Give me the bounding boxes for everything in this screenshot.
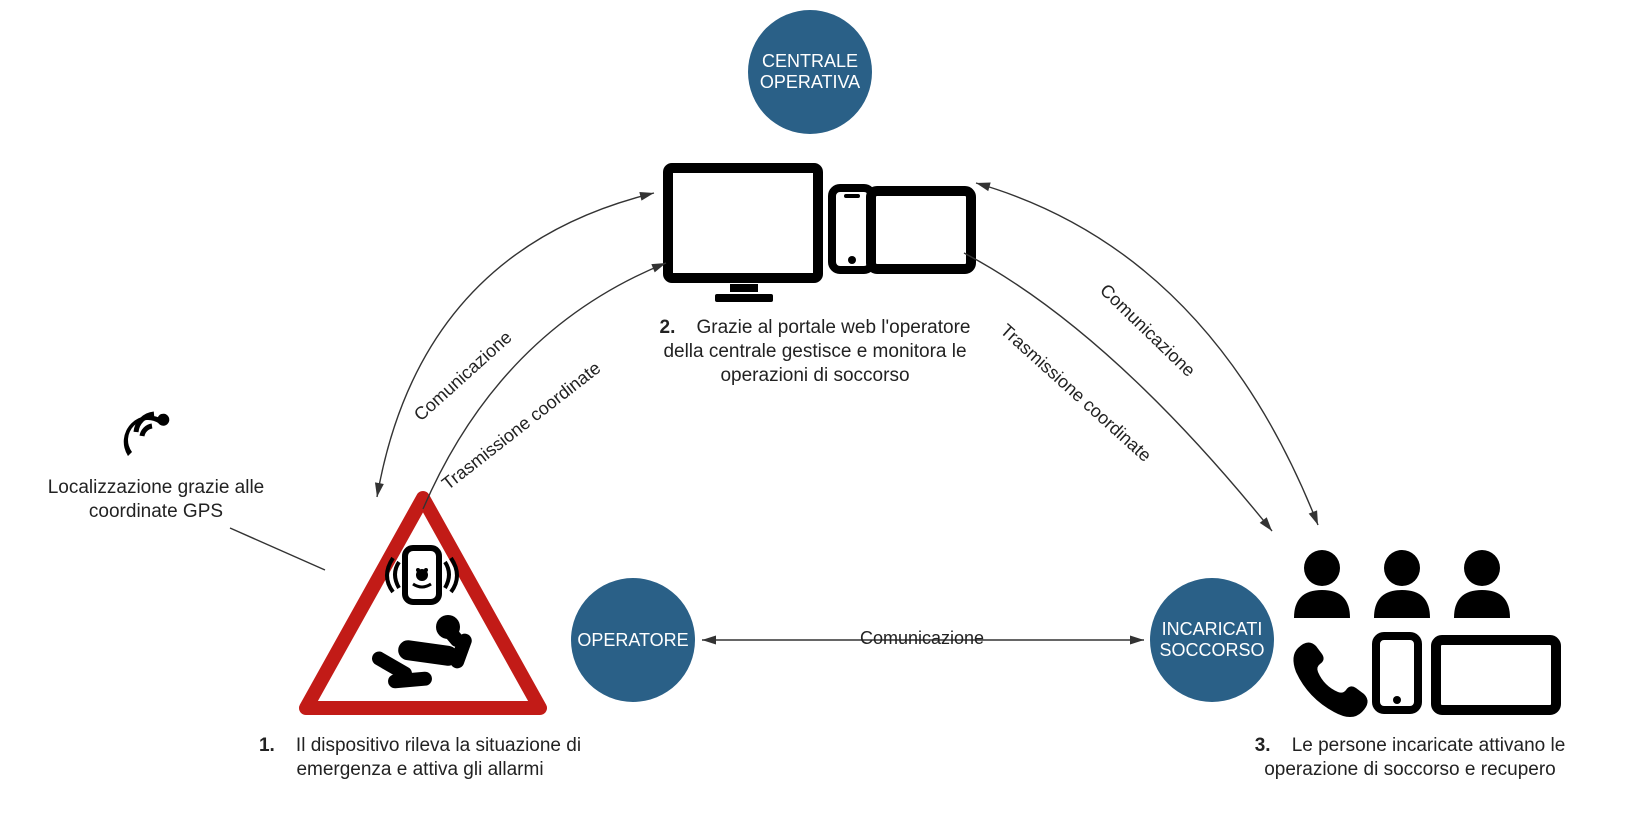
diagram-stage: CENTRALEOPERATIVA OPERATORE INCARICATISO… [0, 0, 1629, 814]
caption-step2-num: 2. [660, 317, 676, 338]
caption-step1: 1. Il dispositivo rileva la situazione d… [210, 734, 630, 782]
caption-gps-text: Localizzazione grazie allecoordinate GPS [48, 477, 265, 522]
caption-step1-num: 1. [259, 735, 275, 756]
caption-step3-text: Le persone incaricate attivano leoperazi… [1264, 735, 1565, 780]
caption-step1-text: Il dispositivo rileva la situazione diem… [296, 735, 581, 780]
arrows-layer [0, 0, 1629, 814]
edge-label-bottom: Comunicazione [860, 628, 984, 649]
caption-step2: 2. Grazie al portale web l'operatoredell… [635, 316, 995, 387]
caption-step3-num: 3. [1255, 735, 1271, 756]
caption-gps: Localizzazione grazie allecoordinate GPS [16, 476, 296, 524]
caption-step2-text: Grazie al portale web l'operatoredella c… [663, 317, 970, 386]
caption-step3: 3. Le persone incaricate attivano leoper… [1200, 734, 1620, 782]
